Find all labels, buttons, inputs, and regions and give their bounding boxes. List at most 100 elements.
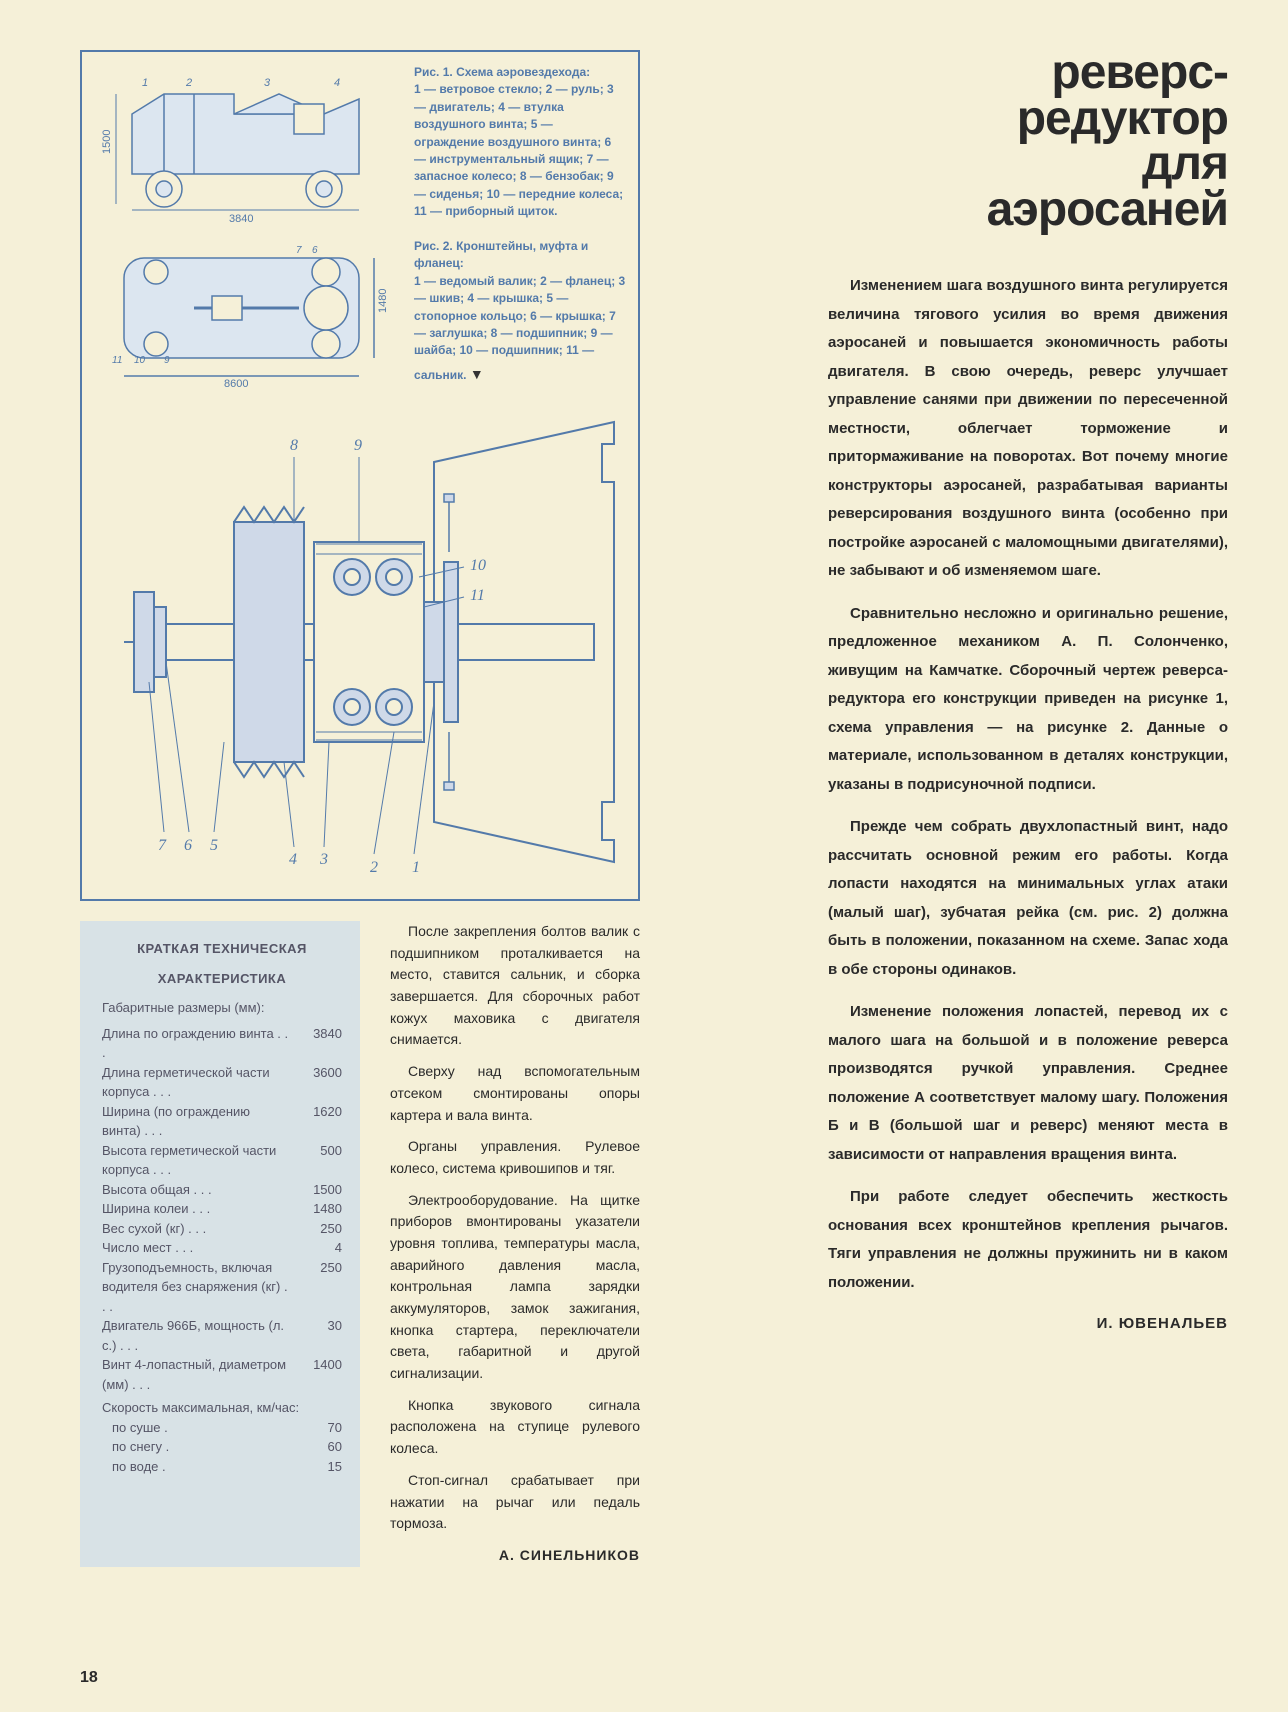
speed-row: по снегу .60 (102, 1437, 342, 1457)
spec-val: 3600 (292, 1063, 342, 1102)
down-triangle-icon: ▼ (470, 364, 484, 384)
mid-author: А. СИНЕЛЬНИКОВ (390, 1545, 640, 1567)
spec-row: Грузоподъемность, включая водителя без с… (102, 1258, 342, 1317)
spec-row: Высота общая . . .1500 (102, 1180, 342, 1200)
lbl-10: 10 (470, 557, 486, 574)
left-column: 1500 3840 12 34 Рис. 1. Схема аэровездех… (80, 50, 640, 1567)
spec-label: Число мест . . . (102, 1238, 292, 1258)
art-p1: Изменением шага воздушного винта регулир… (828, 272, 1228, 586)
figure-2-caption: Рис. 2. Кронштейны, муфта и фланец: 1 — … (414, 238, 626, 388)
art-p5: При работе следует обеспечить жесткость … (828, 1183, 1228, 1297)
spec-label: Высота герметической части корпуса . . . (102, 1141, 292, 1180)
spec-val: 30 (292, 1316, 342, 1355)
spec-row: Вес сухой (кг) . . .250 (102, 1219, 342, 1239)
svg-text:4: 4 (334, 77, 340, 89)
spec-val: 1480 (292, 1199, 342, 1219)
spec-val: 1400 (292, 1355, 342, 1394)
speed-label-sub: по снегу . (112, 1437, 292, 1457)
lbl-2: 2 (370, 859, 378, 876)
mid-p4: Электрооборудование. На щитке приборов в… (390, 1190, 640, 1385)
spec-val: 1620 (292, 1102, 342, 1141)
svg-text:7: 7 (296, 245, 302, 256)
spec-val: 1500 (292, 1180, 342, 1200)
spec-title1: КРАТКАЯ ТЕХНИЧЕСКАЯ (102, 939, 342, 959)
spec-row: Длина герметической части корпуса . . .3… (102, 1063, 342, 1102)
speed-label-sub: по воде . (112, 1457, 292, 1477)
fig1-legend: 1 — ветровое стекло; 2 — руль; 3 — двига… (414, 82, 623, 218)
figure-2-row: 1480 8600 11 10 9 76 Рис. 2. Кронштейны, м… (94, 238, 626, 388)
speed-row: по суше .70 (102, 1418, 342, 1438)
lbl-11: 11 (470, 587, 485, 604)
diagram-box: 1500 3840 12 34 Рис. 1. Схема аэровездех… (80, 50, 640, 901)
spec-rows: Длина по ограждению винта . . .3840Длина… (102, 1024, 342, 1395)
spec-row: Ширина колеи . . .1480 (102, 1199, 342, 1219)
lbl-4: 4 (289, 851, 297, 868)
spec-val: 500 (292, 1141, 342, 1180)
spec-label: Двигатель 966Б, мощность (л. с.) . . . (102, 1316, 292, 1355)
spec-label: Вес сухой (кг) . . . (102, 1219, 292, 1239)
article-author: И. ЮВЕНАЛЬЕВ (828, 1315, 1228, 1332)
spec-label: Винт 4-лопастный, диаметром (мм) . . . (102, 1355, 292, 1394)
mid-p2: Сверху над вспомогательным отсеком смонт… (390, 1061, 640, 1126)
spec-label: Высота общая . . . (102, 1180, 292, 1200)
spec-label: Грузоподъемность, включая водителя без с… (102, 1258, 292, 1317)
figure-1-svg: 1500 3840 12 34 (94, 64, 404, 224)
svg-text:11: 11 (112, 355, 122, 366)
spec-row: Число мест . . .4 (102, 1238, 342, 1258)
speed-val: 70 (292, 1418, 342, 1438)
big-diagram-svg: 8 9 10 11 7 6 5 4 3 2 1 (94, 402, 630, 882)
figure-1-row: 1500 3840 12 34 Рис. 1. Схема аэровездех… (94, 64, 626, 224)
spec-label: Длина по ограждению винта . . . (102, 1024, 292, 1063)
specs-panel: КРАТКАЯ ТЕХНИЧЕСКАЯ ХАРАКТЕРИСТИКА Габар… (80, 921, 360, 1567)
spec-row: Длина по ограждению винта . . .3840 (102, 1024, 342, 1063)
spec-row: Высота герметической части корпуса . . .… (102, 1141, 342, 1180)
art-p2: Сравнительно несложно и оригинально реше… (828, 600, 1228, 800)
fig2-dimw: 1480 (377, 289, 389, 313)
mid-p6: Стоп-сигнал срабатывает при нажатии на р… (390, 1470, 640, 1535)
art-p4: Изменение положения лопастей, перевод их… (828, 998, 1228, 1169)
figure-2-svg: 1480 8600 11 10 9 76 (94, 238, 404, 388)
lbl-6: 6 (184, 837, 192, 854)
svg-text:6: 6 (312, 245, 318, 256)
fig2-title: Рис. 2. Кронштейны, муфта и фланец: (414, 239, 588, 270)
lbl-3: 3 (319, 851, 328, 868)
spec-label: Ширина колеи . . . (102, 1199, 292, 1219)
title-l4: аэросаней (987, 183, 1228, 236)
fig2-legend: 1 — ведомый валик; 2 — фланец; 3 — шкив;… (414, 274, 625, 382)
mid-p3: Органы управления. Рулевое колесо, систе… (390, 1136, 640, 1179)
article-title: реверс- редуктор для аэросаней (828, 50, 1228, 232)
spec-header: Габаритные размеры (мм): (102, 998, 342, 1018)
spec-row: Двигатель 966Б, мощность (л. с.) . . .30 (102, 1316, 342, 1355)
mid-p1: После закрепления болтов валик с подшипн… (390, 921, 640, 1051)
svg-text:1: 1 (142, 77, 148, 89)
article-column: реверс- редуктор для аэросаней Изменение… (828, 50, 1228, 1332)
svg-text:2: 2 (185, 77, 192, 89)
speed-row: по воде .15 (102, 1457, 342, 1477)
spec-title2: ХАРАКТЕРИСТИКА (102, 969, 342, 989)
bottom-row: КРАТКАЯ ТЕХНИЧЕСКАЯ ХАРАКТЕРИСТИКА Габар… (80, 921, 640, 1567)
page-number: 18 (80, 1669, 98, 1687)
lbl-8: 8 (290, 437, 298, 454)
speed-val: 60 (292, 1437, 342, 1457)
lbl-1: 1 (412, 859, 420, 876)
figure-1-caption: Рис. 1. Схема аэровездехода: 1 — ветрово… (414, 64, 626, 224)
svg-text:9: 9 (164, 355, 170, 366)
fig2-diml: 8600 (224, 378, 248, 388)
speed-label-sub: по суше . (112, 1418, 292, 1438)
spec-val: 250 (292, 1258, 342, 1317)
mid-column: После закрепления болтов валик с подшипн… (390, 921, 640, 1567)
speed-label: Скорость максимальная, км/час: (102, 1398, 342, 1418)
lbl-7: 7 (158, 837, 167, 854)
lbl-5: 5 (210, 837, 218, 854)
spec-val: 3840 (292, 1024, 342, 1063)
fig1-title: Рис. 1. Схема аэровездехода: (414, 65, 590, 79)
fig1-dimh: 1500 (101, 130, 113, 154)
article-body: Изменением шага воздушного винта регулир… (828, 272, 1228, 1297)
spec-row: Ширина (по ограждению винта) . . .1620 (102, 1102, 342, 1141)
lbl-9: 9 (354, 437, 362, 454)
spec-val: 250 (292, 1219, 342, 1239)
svg-text:10: 10 (134, 355, 146, 366)
spec-row: Винт 4-лопастный, диаметром (мм) . . .14… (102, 1355, 342, 1394)
mid-p5: Кнопка звукового сигнала расположена на … (390, 1395, 640, 1460)
spec-val: 4 (292, 1238, 342, 1258)
